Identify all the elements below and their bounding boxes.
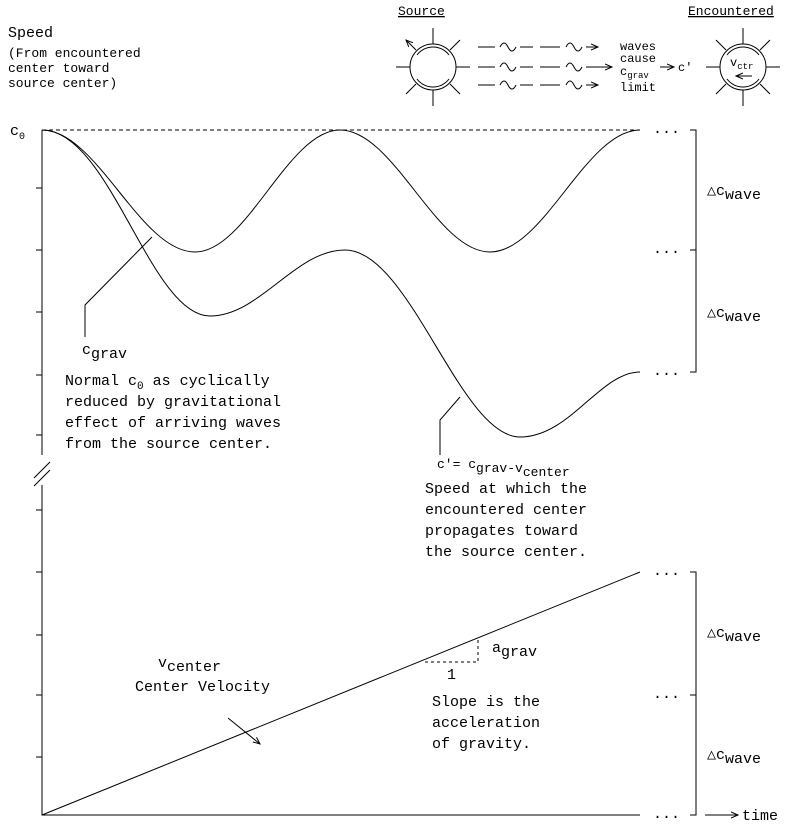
- delta-c: △cwave: [707, 305, 761, 326]
- c-prime: c': [678, 61, 692, 75]
- grav-description: effect of arriving waves: [65, 415, 281, 432]
- grav-label: cgrav: [82, 342, 127, 363]
- grav-description: Normal c0 as cyclically: [65, 373, 270, 393]
- velocity-label: vcenter: [158, 655, 221, 676]
- propagation-description: encountered center: [425, 502, 587, 519]
- leader: [84, 236, 153, 337]
- propagation-curve: [41, 129, 641, 438]
- ellipsis: ...: [653, 806, 680, 823]
- delta-c: △cwave: [707, 625, 761, 646]
- axis-subtitle: center toward: [8, 61, 109, 76]
- source-label: Source: [398, 4, 445, 19]
- slope-description: of gravity.: [432, 736, 531, 753]
- legend-note: cgrav: [620, 65, 649, 81]
- source-icon: [396, 28, 470, 106]
- ellipsis: ...: [653, 686, 680, 703]
- slope-rise: agrav: [492, 640, 537, 661]
- legend-note: limit: [620, 81, 656, 95]
- propagation-description: Speed at which the: [425, 481, 587, 498]
- v-ctr: vctr: [730, 56, 753, 72]
- time-label: time: [742, 808, 778, 825]
- c0: c0: [10, 123, 25, 143]
- slope-triangle: [425, 640, 479, 663]
- delta-c: △cwave: [707, 183, 761, 204]
- propagation-label: c'= cgrav-vcenter: [437, 457, 570, 480]
- slope-run: 1: [447, 667, 456, 684]
- legend-note: cause: [620, 52, 656, 66]
- axes: [33, 129, 738, 815]
- wave-arrows: [478, 43, 612, 89]
- axis-subtitle: source center): [8, 76, 117, 91]
- encountered-icon: [706, 28, 780, 106]
- grav-description: from the source center.: [65, 436, 272, 453]
- grav-description: reduced by gravitational: [65, 394, 281, 411]
- ellipsis: ...: [653, 121, 680, 138]
- encountered-label: Encountered: [688, 4, 774, 19]
- ellipses: ... ... ... ... ... ...: [653, 121, 680, 823]
- axis-title: Speed: [8, 25, 53, 42]
- ellipsis: ...: [653, 241, 680, 258]
- velocity-line: [41, 571, 641, 816]
- grav-curve: [41, 129, 641, 253]
- ellipsis: ...: [653, 563, 680, 580]
- ellipsis: ...: [653, 363, 680, 380]
- propagation-description: propagates toward: [425, 523, 578, 540]
- legend-note: waves: [620, 40, 656, 54]
- delta-c: △cwave: [707, 747, 761, 768]
- slope-description: Slope is the: [432, 694, 540, 711]
- velocity-name: Center Velocity: [135, 679, 270, 696]
- slope-description: acceleration: [432, 715, 540, 732]
- leader: [439, 396, 461, 455]
- leader: [227, 717, 260, 744]
- propagation-description: the source center.: [425, 544, 587, 561]
- axis-subtitle: (From encountered: [8, 46, 141, 61]
